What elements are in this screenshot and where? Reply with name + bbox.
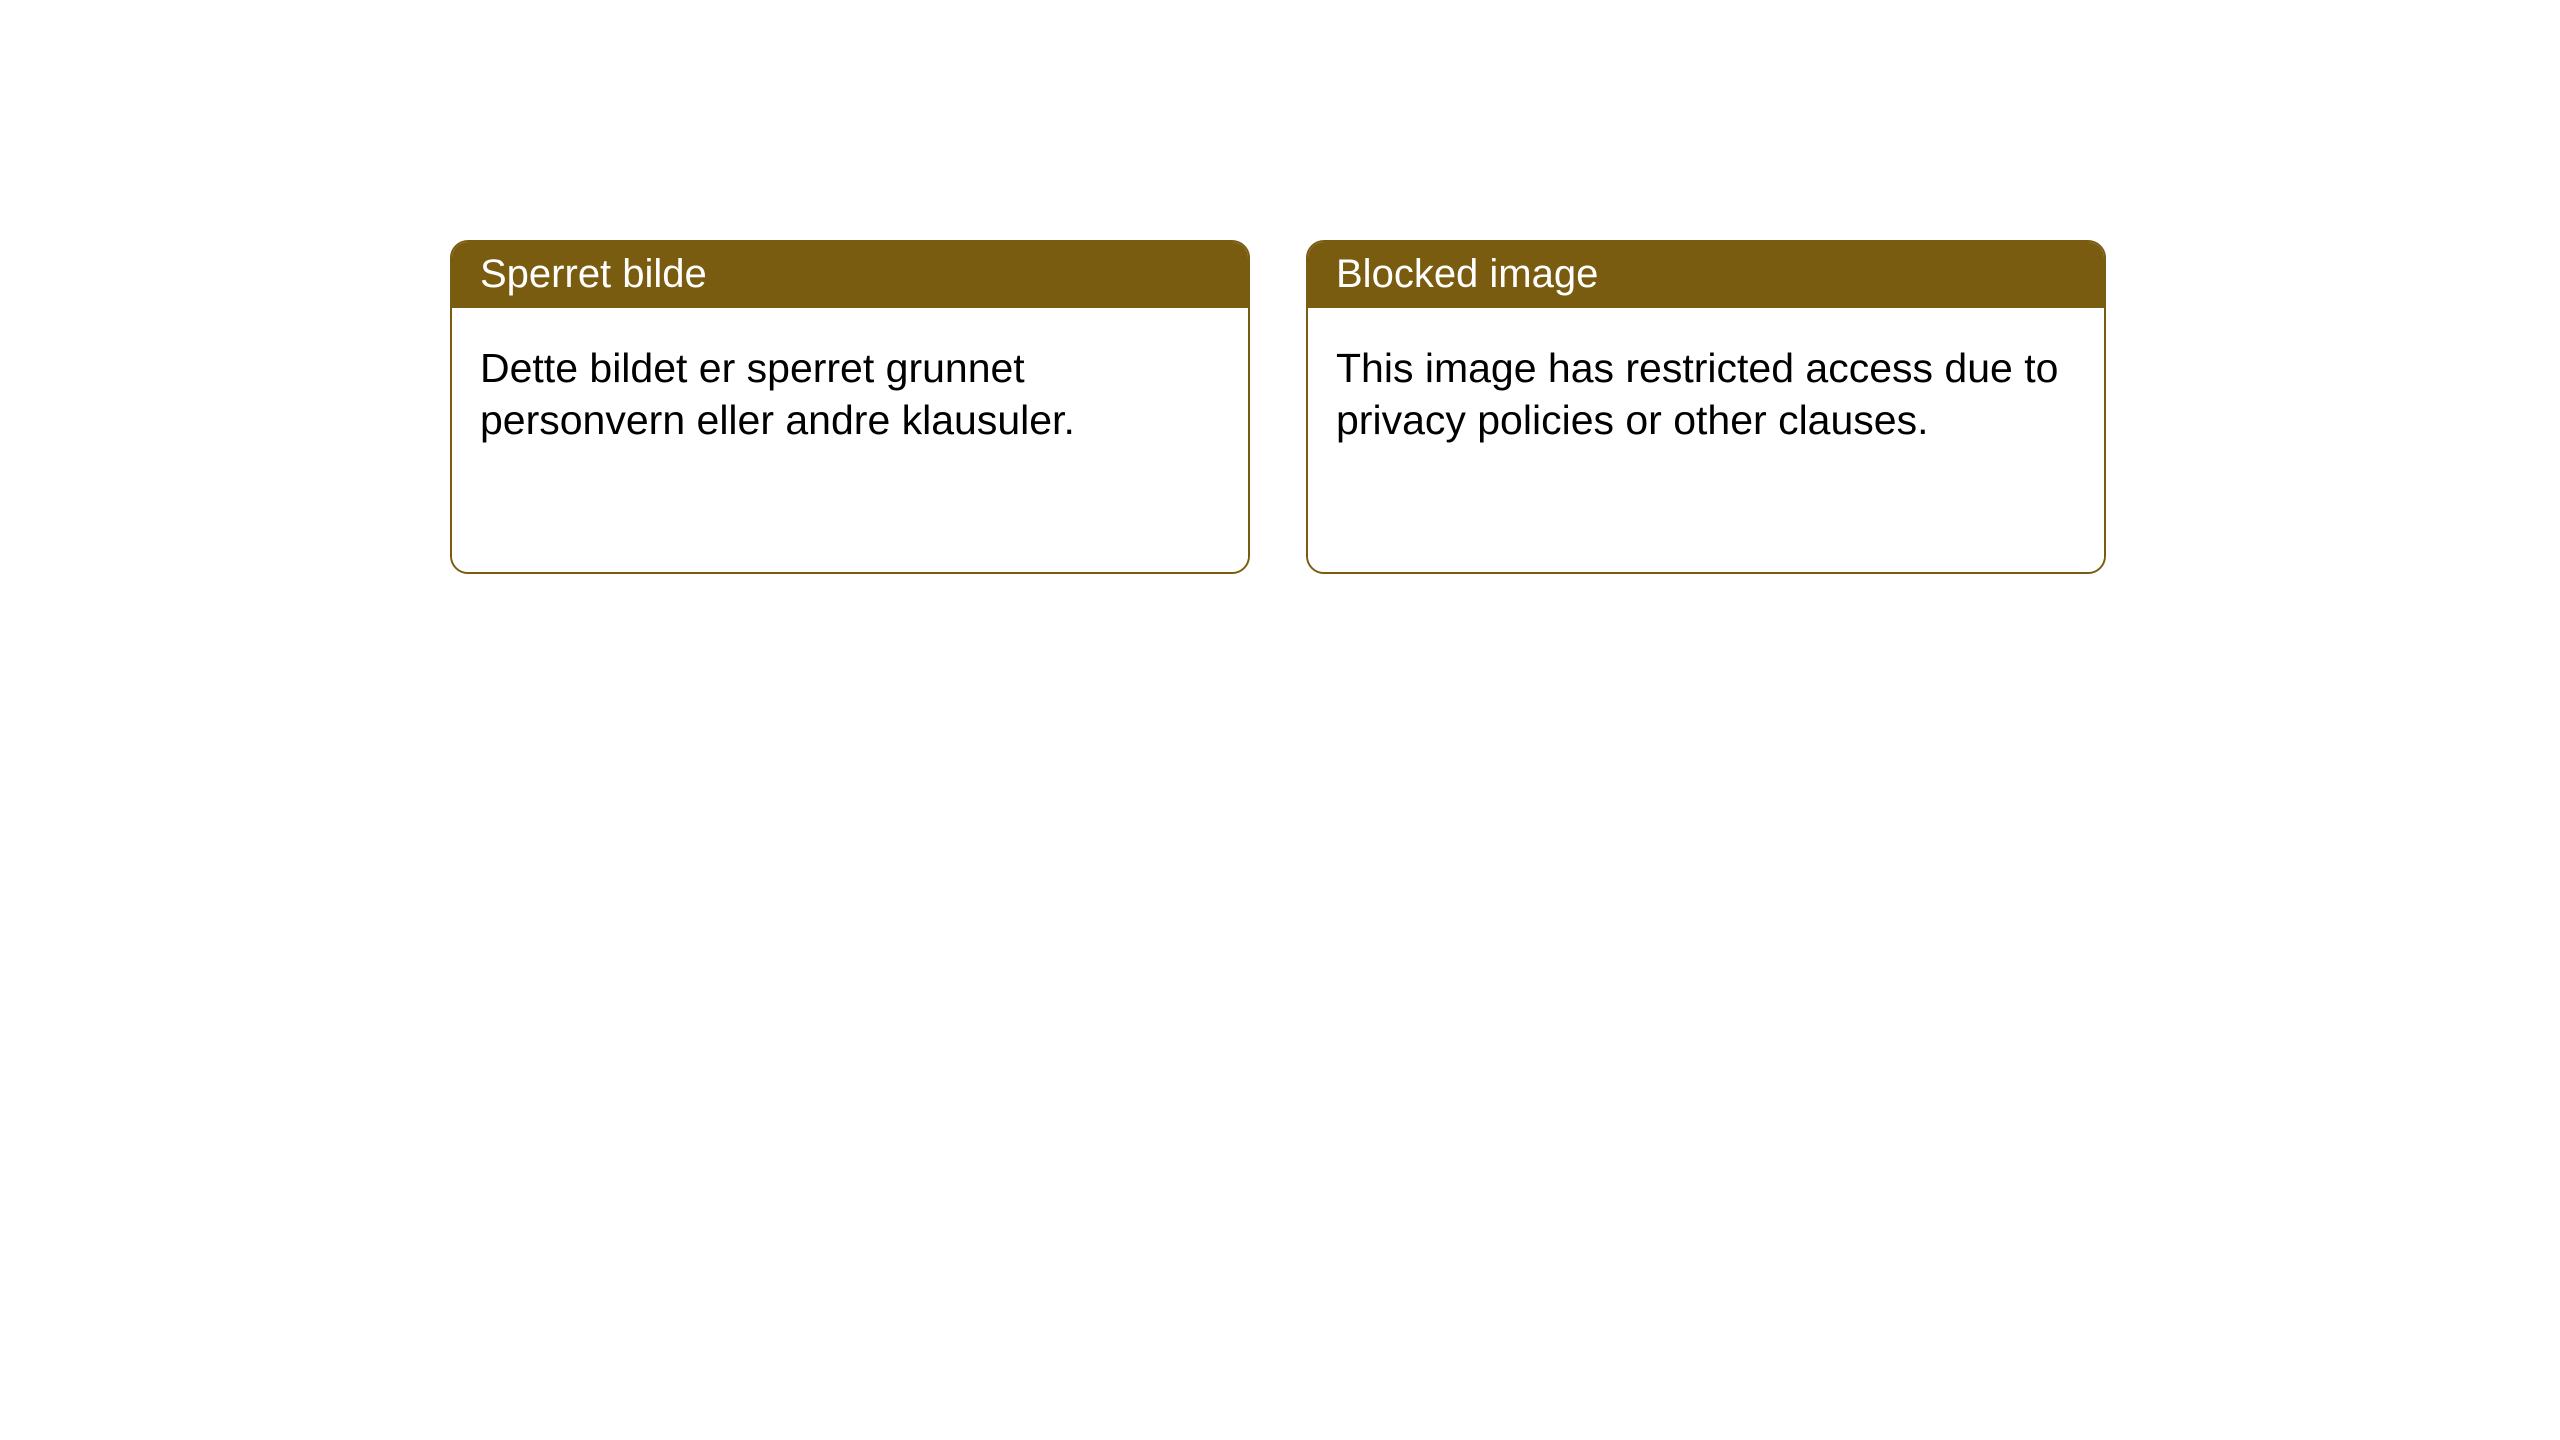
notice-title: Blocked image <box>1308 242 2104 308</box>
notice-body: Dette bildet er sperret grunnet personve… <box>452 308 1248 572</box>
notice-container: Sperret bilde Dette bildet er sperret gr… <box>0 0 2560 574</box>
notice-title: Sperret bilde <box>452 242 1248 308</box>
notice-box-english: Blocked image This image has restricted … <box>1306 240 2106 574</box>
notice-box-norwegian: Sperret bilde Dette bildet er sperret gr… <box>450 240 1250 574</box>
notice-body: This image has restricted access due to … <box>1308 308 2104 572</box>
